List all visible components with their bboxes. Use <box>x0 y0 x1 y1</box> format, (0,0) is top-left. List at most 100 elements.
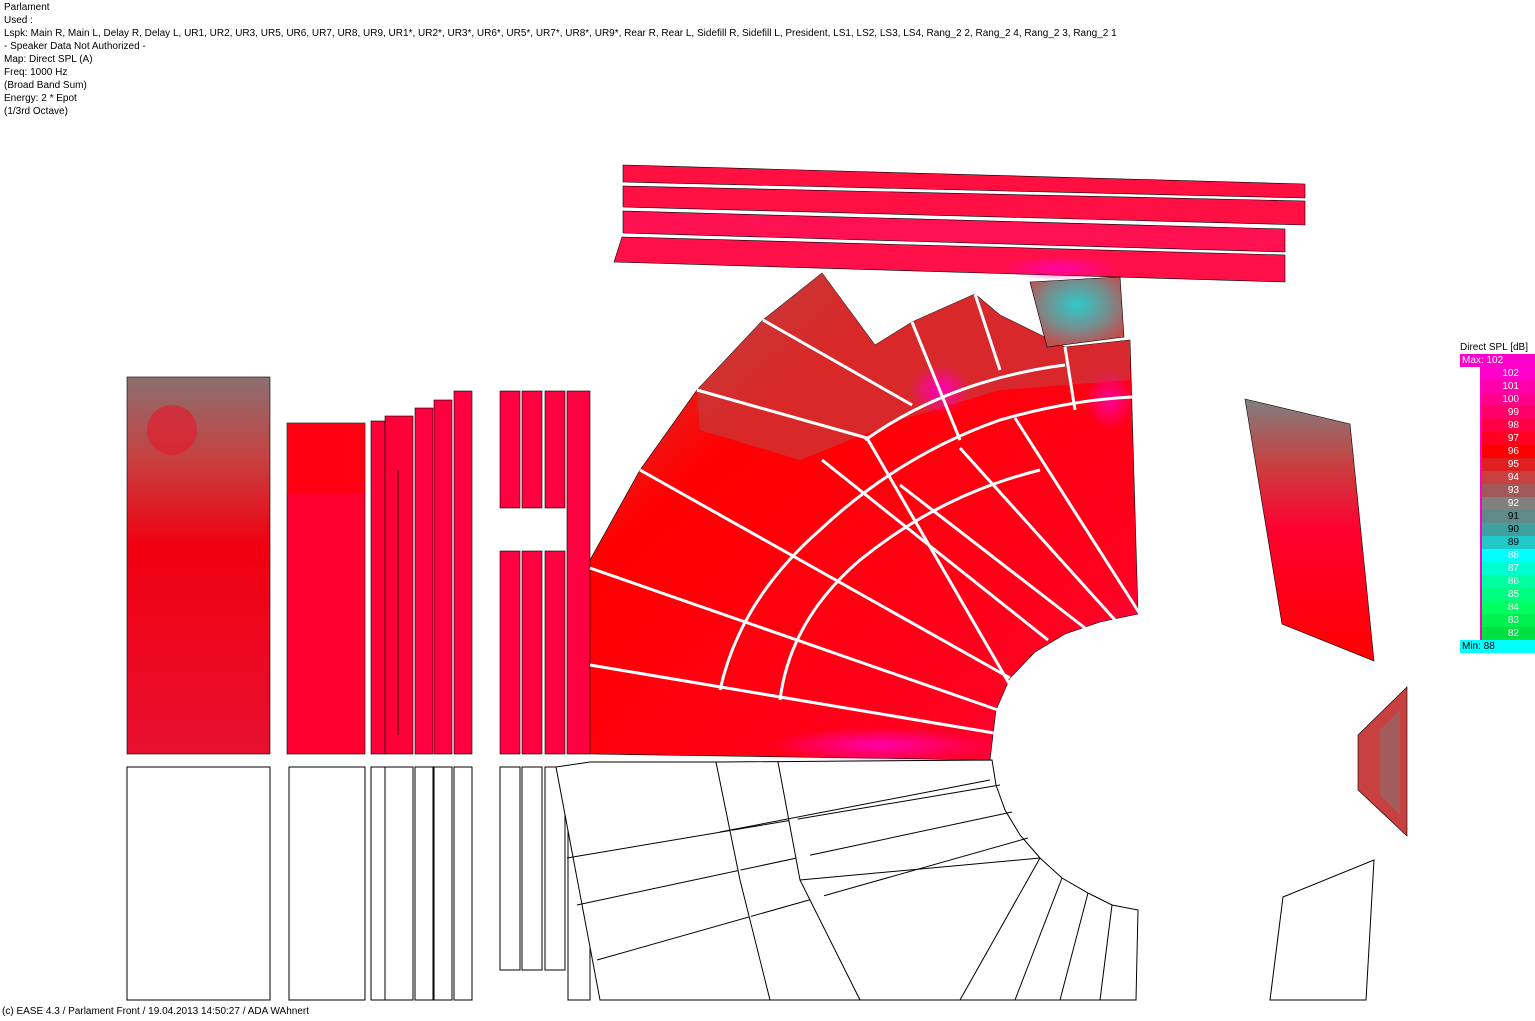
legend-value: 82 <box>1507 628 1519 639</box>
header-line: Used : <box>4 15 33 26</box>
outline-block <box>288 766 366 1001</box>
legend-swatch <box>1482 562 1535 575</box>
outline-block <box>521 766 543 971</box>
legend-row: 85 <box>1460 588 1535 601</box>
outline-block <box>384 766 414 1001</box>
fan-seating-colored <box>589 272 1142 763</box>
legend-value: 94 <box>1507 472 1519 483</box>
legend-swatch <box>1482 614 1535 627</box>
balcony-strip <box>622 210 1286 253</box>
legend-swatch <box>1482 484 1535 497</box>
outline-block <box>414 766 434 1001</box>
seating-block <box>521 550 543 755</box>
legend-value: 87 <box>1507 563 1519 574</box>
legend-value: 86 <box>1507 576 1519 587</box>
legend-value: 89 <box>1507 537 1519 548</box>
seating-block <box>1244 398 1375 662</box>
legend-row: 91 <box>1460 510 1535 523</box>
legend-swatch <box>1482 575 1535 588</box>
legend-row: 87 <box>1460 562 1535 575</box>
legend-row: 96 <box>1460 445 1535 458</box>
header-line: Parlament <box>4 2 50 13</box>
legend-value: 98 <box>1507 420 1519 431</box>
legend-title: Direct SPL [dB] <box>1460 342 1528 353</box>
header-line: Energy: 2 * Epot <box>4 93 77 104</box>
legend-value: 83 <box>1507 615 1519 626</box>
legend-value: 96 <box>1507 446 1519 457</box>
legend-swatch <box>1482 536 1535 549</box>
legend-swatch <box>1482 627 1535 640</box>
header-line: - Speaker Data Not Authorized - <box>4 41 146 52</box>
legend-swatch <box>1482 523 1535 536</box>
legend-row: 102 <box>1460 367 1535 380</box>
legend-row: 83 <box>1460 614 1535 627</box>
legend-row: 98 <box>1460 419 1535 432</box>
legend-row: 95 <box>1460 458 1535 471</box>
outline-block <box>544 766 566 971</box>
right-seating-colored <box>1244 398 1408 837</box>
legend-row: 86 <box>1460 575 1535 588</box>
legend-swatch <box>1482 588 1535 601</box>
outline-block <box>126 766 271 1001</box>
legend-value: 100 <box>1502 394 1519 405</box>
legend-row: 93 <box>1460 484 1535 497</box>
seating-block <box>414 407 434 755</box>
legend-row: 84 <box>1460 601 1535 614</box>
balcony-strip <box>622 164 1306 199</box>
legend-swatch <box>1482 601 1535 614</box>
seating-block <box>544 550 566 755</box>
seating-block <box>499 390 521 509</box>
seating-block <box>453 390 473 755</box>
footer-info: (c) EASE 4.3 / Parlament Front / 19.04.2… <box>2 1006 310 1017</box>
left-seating-colored <box>126 376 591 755</box>
legend-swatch <box>1482 406 1535 419</box>
outline-block <box>433 766 453 1001</box>
legend-row: 90 <box>1460 523 1535 536</box>
legend-scale: 102 101 100 99 98 97 96 95 94 93 92 91 90 89 88 87 86 85 8… <box>1460 367 1535 640</box>
legend-swatch <box>1482 393 1535 406</box>
legend-min: Min: 88 <box>1460 640 1535 653</box>
legend-row: 89 <box>1460 536 1535 549</box>
legend-value: 85 <box>1507 589 1519 600</box>
info-header: Parlament Used : Lspk: Main R, Main L, Del… <box>4 1 1117 118</box>
legend-swatch <box>1482 497 1535 510</box>
header-line: Map: Direct SPL (A) <box>4 54 93 65</box>
legend-swatch <box>1482 549 1535 562</box>
header-line: Lspk: Main R, Main L, Delay R, Delay L, … <box>4 28 1117 39</box>
balcony-strip <box>622 185 1306 226</box>
legend-swatch <box>1482 432 1535 445</box>
legend-value: 90 <box>1507 524 1519 535</box>
legend-value: 92 <box>1507 498 1519 509</box>
legend-swatch <box>1482 471 1535 484</box>
legend-swatch <box>1482 445 1535 458</box>
legend-value: 101 <box>1502 381 1519 392</box>
legend-swatch <box>1482 419 1535 432</box>
legend-value: 102 <box>1502 368 1519 379</box>
legend-value: 91 <box>1507 511 1519 522</box>
legend-row: 101 <box>1460 380 1535 393</box>
seating-block <box>1029 276 1125 348</box>
header-line: (Broad Band Sum) <box>4 80 87 91</box>
legend-max: Max: 102 <box>1460 354 1535 367</box>
header-line: (1/3rd Octave) <box>4 106 68 117</box>
legend-value: 93 <box>1507 485 1519 496</box>
legend-value: 84 <box>1507 602 1519 613</box>
legend-swatch <box>1482 367 1535 380</box>
legend-value: 99 <box>1507 407 1519 418</box>
balcony-strips <box>613 164 1306 283</box>
seating-block <box>433 399 453 755</box>
legend-row: 99 <box>1460 406 1535 419</box>
outline-block <box>499 766 521 971</box>
seating-block <box>384 415 414 755</box>
legend-row: 82 <box>1460 627 1535 640</box>
seating-block <box>370 420 386 755</box>
outline-block <box>453 766 473 1001</box>
legend-value: 97 <box>1507 433 1519 444</box>
outline-block <box>1269 859 1375 1001</box>
legend-row: 88 <box>1460 549 1535 562</box>
spl-legend: Direct SPL [dB] Max: 102 102 101 100 99 98 97… <box>1460 341 1535 653</box>
header-line: Freq: 1000 Hz <box>4 67 68 78</box>
seating-block <box>566 390 591 755</box>
seating-block <box>521 390 543 509</box>
legend-swatch <box>1482 510 1535 523</box>
